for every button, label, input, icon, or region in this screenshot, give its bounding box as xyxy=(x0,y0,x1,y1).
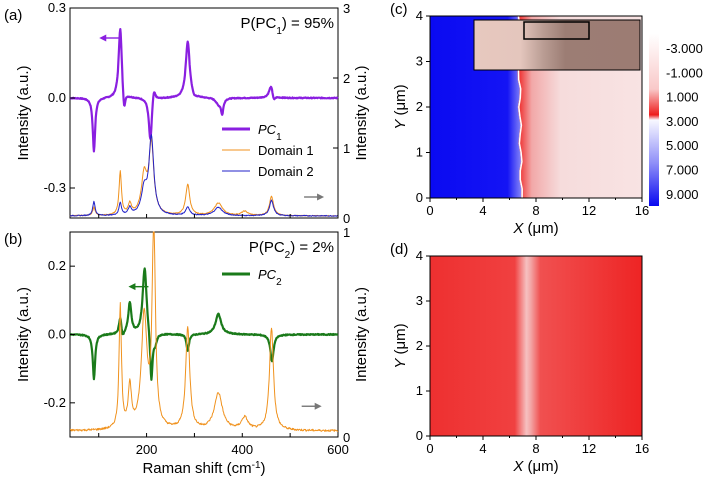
ytick-label-a: -0.3 xyxy=(44,180,66,195)
ytick-label-c: 3 xyxy=(416,54,423,69)
panel-label-a: (a) xyxy=(4,7,22,24)
colorbar-label: 5.000 xyxy=(666,138,699,153)
legend-entry: PC2 xyxy=(258,267,282,288)
plot-frame-a xyxy=(69,7,339,219)
ytick-label-c: 1 xyxy=(416,145,423,160)
ytick-label-d: 2 xyxy=(416,338,423,353)
colorbar-label: -3.000 xyxy=(666,41,703,56)
ytick-label-b: 0.0 xyxy=(48,327,66,342)
colorbar-label: 3.000 xyxy=(666,114,699,129)
ylabel-right-a: Intensity (a.u.) xyxy=(353,65,370,160)
legend-entry: PC1 xyxy=(258,122,282,143)
ytick-label-c: 0 xyxy=(416,190,423,205)
xtick-label-d: 4 xyxy=(479,441,486,456)
series-domain2-a xyxy=(69,134,339,217)
legend-entry: Domain 2 xyxy=(258,164,314,179)
ytick-right-label-a: 2 xyxy=(343,71,350,86)
xtick-label-b: 600 xyxy=(327,442,349,457)
arrow-head xyxy=(314,402,322,410)
ytick-label-b: -0.2 xyxy=(44,395,66,410)
xtick-label-c: 16 xyxy=(635,203,649,218)
ytick-right-label-a: 1 xyxy=(343,141,350,156)
inset-selection-rectangle xyxy=(523,21,590,40)
arrow-head xyxy=(99,34,107,42)
xtick-label-d: 8 xyxy=(532,441,539,456)
ytick-label-a: 0.3 xyxy=(48,0,66,15)
xlabel-b: Raman shift (cm-1) xyxy=(142,460,265,478)
ytick-label-b: 0.2 xyxy=(48,258,66,273)
xtick-label-c: 12 xyxy=(582,203,596,218)
ytick-label-c: 2 xyxy=(416,99,423,114)
xtick-label-c: 8 xyxy=(532,203,539,218)
ytick-right-label-b: 0 xyxy=(343,430,350,445)
ytick-label-d: 3 xyxy=(416,293,423,308)
panel-label-b: (b) xyxy=(4,231,22,248)
xtick-label-d: 16 xyxy=(635,441,649,456)
ytick-label-c: 4 xyxy=(416,8,423,23)
ylabel-b: Intensity (a.u.) xyxy=(15,287,32,382)
xtick-label-c: 4 xyxy=(479,203,486,218)
colorbar-label: 9.000 xyxy=(666,187,699,202)
ytick-label-d: 1 xyxy=(416,383,423,398)
ylabel-d: Y (μm) xyxy=(392,323,409,368)
series-pc2-b xyxy=(69,267,339,381)
arrow-head xyxy=(317,193,325,201)
ytick-label-d: 0 xyxy=(416,428,423,443)
ytick-right-label-b: 1 xyxy=(343,225,350,240)
xtick-label-d: 12 xyxy=(582,441,596,456)
ylabel-c: Y (μm) xyxy=(392,84,409,129)
xlabel-c: X (μm) xyxy=(512,220,558,237)
ytick-right-label-a: 0 xyxy=(343,211,350,226)
arrow-head xyxy=(128,283,136,291)
heatmap-d xyxy=(430,256,642,436)
colorbar-label: 7.000 xyxy=(666,163,699,178)
xlabel-d: X (μm) xyxy=(512,458,558,475)
ylabel-right-b: Intensity (a.u.) xyxy=(353,287,370,382)
series-pc1-a xyxy=(69,28,339,153)
colorbar-label: -1.000 xyxy=(666,65,703,80)
probability-annotation-a: P(PC1) = 95% xyxy=(240,15,334,37)
ylabel-a: Intensity (a.u.) xyxy=(15,65,32,160)
xtick-label-d: 0 xyxy=(426,441,433,456)
panel-label-c: (c) xyxy=(390,1,408,18)
colorbar xyxy=(649,34,659,206)
ytick-label-d: 4 xyxy=(416,248,423,263)
probability-annotation-b: P(PC2) = 2% xyxy=(249,239,334,261)
xtick-label-b: 400 xyxy=(231,442,253,457)
series-domain1-b xyxy=(70,231,339,432)
xtick-label-c: 0 xyxy=(426,203,433,218)
ytick-label-a: 0.0 xyxy=(48,90,66,105)
inset-optical-image xyxy=(473,19,641,71)
xtick-label-b: 200 xyxy=(136,442,158,457)
ytick-right-label-a: 3 xyxy=(343,1,350,16)
legend-entry: Domain 1 xyxy=(258,143,314,158)
colorbar-label: 1.000 xyxy=(666,90,699,105)
panel-label-d: (d) xyxy=(390,241,408,258)
